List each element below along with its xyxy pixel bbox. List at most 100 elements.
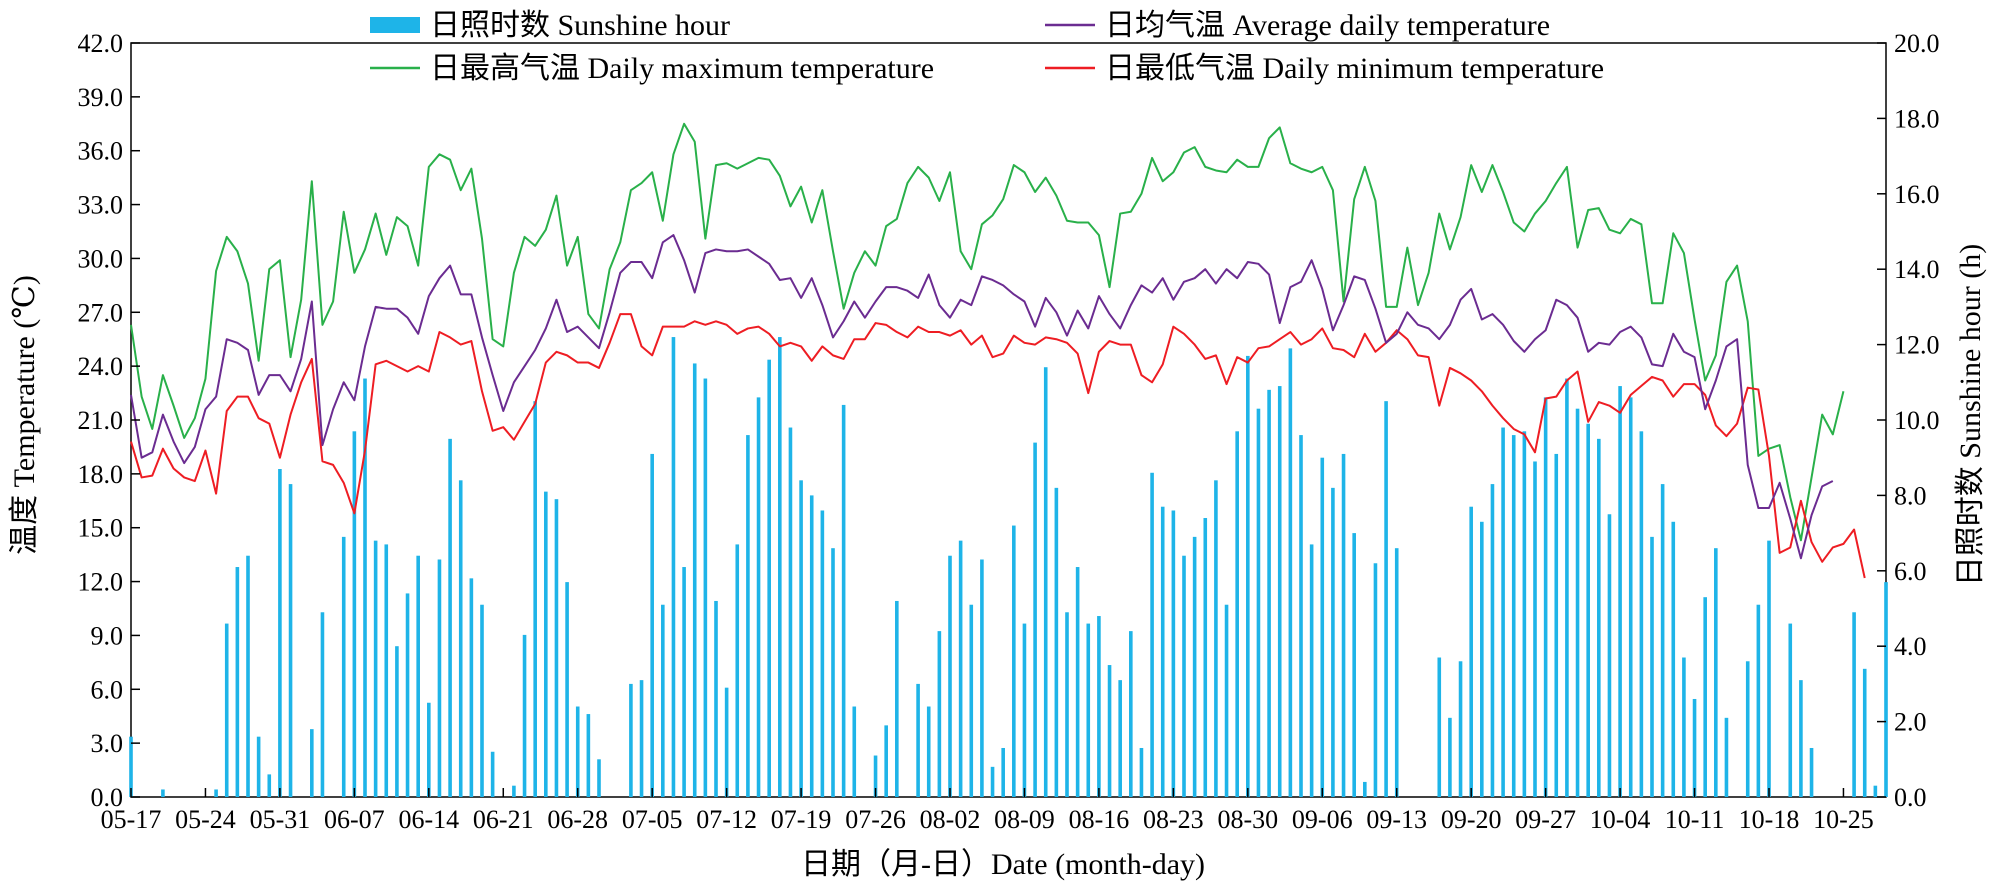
sunshine-bar <box>533 401 537 797</box>
sunshine-bar <box>129 736 133 797</box>
sunshine-bar <box>1150 472 1154 797</box>
x-tick-label: 08-09 <box>994 805 1055 834</box>
sunshine-bar <box>1171 510 1176 797</box>
sunshine-bar <box>161 789 165 797</box>
sunshine-bar <box>480 604 484 797</box>
sunshine-bar <box>1682 657 1686 797</box>
right-tick-label: 14.0 <box>1894 255 1940 284</box>
right-tick-label: 8.0 <box>1894 481 1927 510</box>
sunshine-bar <box>916 683 920 797</box>
x-tick-label: 09-27 <box>1515 805 1576 834</box>
sunshine-bar <box>1714 548 1718 797</box>
sunshine-bar <box>1639 431 1644 797</box>
legend-label-max: 日最高气温 Daily maximum temperature <box>430 52 934 85</box>
left-tick-label: 42.0 <box>78 29 124 58</box>
legend-item-sunshine: 日照时数 Sunshine hour <box>370 9 730 42</box>
left-tick-label: 36.0 <box>78 137 124 166</box>
sunshine-bar <box>746 435 750 797</box>
sunshine-bar <box>1118 680 1122 797</box>
sunshine-bar <box>788 427 793 797</box>
right-tick-label: 4.0 <box>1894 632 1927 661</box>
legend-item-max: 日最高气温 Daily maximum temperature <box>370 52 934 85</box>
sunshine-bar <box>1022 623 1027 797</box>
sunshine-bar <box>352 431 357 797</box>
sunshine-bar <box>1054 487 1059 797</box>
sunshine-bar <box>1086 623 1091 797</box>
x-tick-label: 10-18 <box>1739 805 1800 834</box>
left-tick-label: 3.0 <box>91 729 124 758</box>
sunshine-bar <box>522 634 527 797</box>
sunshine-bar <box>639 680 644 797</box>
sunshine-bar <box>1160 506 1165 797</box>
right-tick-label: 0.0 <box>1894 783 1927 812</box>
sunshine-bar <box>1192 536 1197 797</box>
sunshine-bar <box>1852 612 1856 797</box>
right-tick-label: 16.0 <box>1894 180 1940 209</box>
left-tick-label: 6.0 <box>91 675 124 704</box>
sunshine-bar <box>873 755 878 797</box>
left-tick-label: 18.0 <box>78 460 124 489</box>
sunshine-bar <box>544 491 548 797</box>
left-tick-label: 15.0 <box>78 514 124 543</box>
legend-label-sunshine: 日照时数 Sunshine hour <box>430 9 730 42</box>
sunshine-bar <box>714 600 718 797</box>
right-tick-label: 2.0 <box>1894 708 1927 737</box>
left-axis-ticks: 0.0 3.0 6.0 9.0 12.0 15.0 18.0 21.0 24.0 27.0 30.0… <box>78 29 140 812</box>
sunshine-bar <box>990 766 995 797</box>
sunshine-bar <box>1224 604 1229 797</box>
sunshine-bar <box>1299 435 1303 797</box>
left-tick-label: 33.0 <box>78 191 124 220</box>
sunshine-bar <box>565 582 569 797</box>
sunshine-bar <box>1799 680 1803 797</box>
sunshine-bar <box>852 706 857 797</box>
sunshine-bar <box>1043 367 1048 797</box>
legend-item-avg: 日均气温 Average daily temperature <box>1045 9 1550 42</box>
sunshine-bar <box>1341 453 1346 797</box>
sunshine-bar <box>1692 698 1697 797</box>
sunshine-bar <box>416 555 420 797</box>
sunshine-bars <box>129 337 1888 797</box>
sunshine-bar <box>735 544 740 797</box>
sunshine-bar <box>1331 487 1335 797</box>
left-axis-title: 温度 Temperature (℃) <box>8 275 41 555</box>
sunshine-bar <box>1384 401 1388 797</box>
sunshine-bar <box>1501 427 1505 797</box>
sunshine-bar <box>884 725 888 797</box>
right-tick-label: 6.0 <box>1894 557 1927 586</box>
sunshine-bar <box>512 785 516 797</box>
sunshine-bar <box>1788 623 1793 797</box>
sunshine-bar <box>490 751 495 797</box>
sunshine-bar <box>575 706 580 797</box>
x-tick-label: 05-17 <box>101 805 162 834</box>
sunshine-bar <box>629 683 633 797</box>
x-tick-label: 08-30 <box>1217 805 1278 834</box>
x-tick-label: 05-24 <box>175 805 236 834</box>
sunshine-bar <box>841 404 846 797</box>
sunshine-bar <box>1533 461 1537 797</box>
x-axis-title: 日期（月-日）Date (month-day) <box>801 848 1205 881</box>
sunshine-bar <box>1097 616 1101 797</box>
sunshine-bar <box>1352 533 1356 797</box>
sunshine-bar <box>1543 397 1548 797</box>
sunshine-bar <box>1373 563 1378 797</box>
right-axis-ticks: 0.0 2.0 4.0 6.0 8.0 10.0 12.0 14.0 16.0 18.0 20.0 <box>1877 29 1940 812</box>
sunshine-bar <box>405 593 410 797</box>
legend-label-avg: 日均气温 Average daily temperature <box>1105 9 1550 42</box>
sunshine-bar <box>1671 521 1676 797</box>
sunshine-bar <box>1469 506 1473 797</box>
sunshine-bar <box>671 337 676 797</box>
x-tick-label: 09-13 <box>1366 805 1427 834</box>
sunshine-bar <box>586 714 591 797</box>
sunshine-bar <box>1277 386 1282 797</box>
sunshine-bar <box>969 604 974 797</box>
x-tick-label: 06-14 <box>398 805 459 834</box>
sunshine-bar <box>820 510 825 797</box>
x-tick-label: 08-16 <box>1069 805 1130 834</box>
sunshine-bar <box>980 559 984 797</box>
sunshine-bar <box>1182 555 1186 797</box>
x-tick-label: 07-26 <box>845 805 906 834</box>
sunshine-bar <box>1320 457 1325 797</box>
sunshine-bar <box>767 359 771 797</box>
x-tick-label: 10-25 <box>1813 805 1874 834</box>
sunshine-bar <box>1884 582 1888 797</box>
